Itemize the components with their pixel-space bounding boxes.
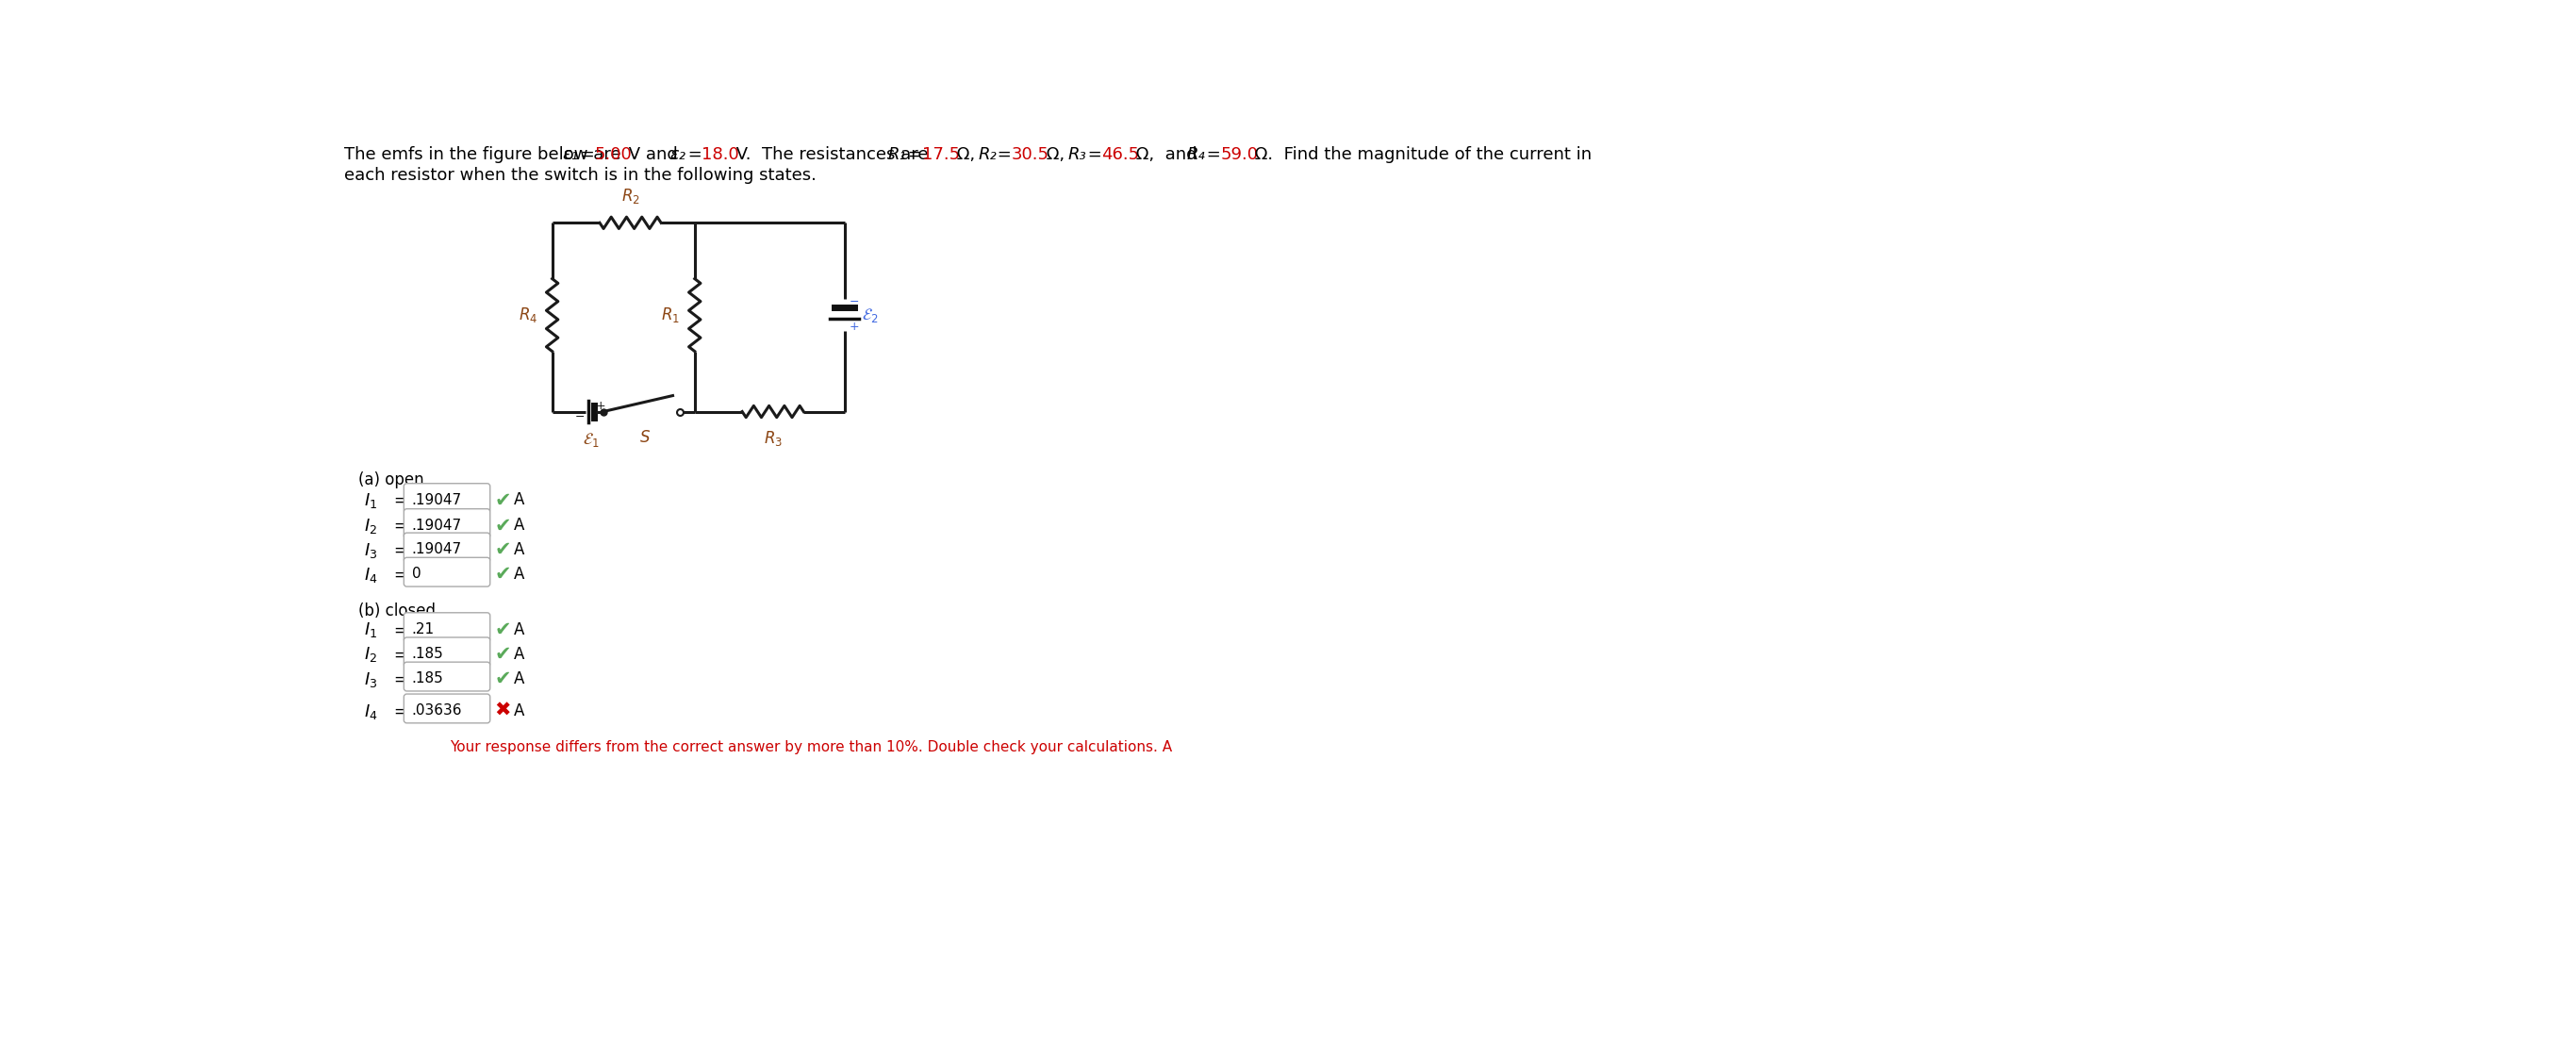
Text: ✖: ✖ [495,701,510,720]
Text: .185: .185 [412,672,443,685]
Text: Ω,  and: Ω, and [1131,147,1203,163]
Text: .185: .185 [412,647,443,661]
Text: +: + [850,320,858,333]
Text: $R_4$: $R_4$ [518,306,538,324]
Text: =: = [394,703,407,720]
Text: A: A [513,492,523,509]
Text: .19047: .19047 [412,519,461,532]
Text: 46.5: 46.5 [1103,147,1139,163]
Text: $I_3$: $I_3$ [363,670,379,688]
Text: $R_2$: $R_2$ [621,186,639,205]
FancyBboxPatch shape [404,557,489,587]
Text: ✔: ✔ [495,670,510,688]
Text: =: = [574,147,600,163]
Text: (b) closed: (b) closed [358,602,435,620]
Text: ✔: ✔ [495,645,510,664]
Text: A: A [513,646,523,662]
Text: $I_4$: $I_4$ [363,566,379,584]
FancyBboxPatch shape [404,662,489,692]
FancyBboxPatch shape [404,638,489,667]
Text: 59.0: 59.0 [1221,147,1257,163]
FancyBboxPatch shape [404,613,489,642]
Text: =: = [683,147,708,163]
Text: $I_1$: $I_1$ [363,621,379,640]
Text: =: = [992,147,1018,163]
Text: −: − [850,295,858,308]
Text: 18.0: 18.0 [701,147,739,163]
Text: $R_3$: $R_3$ [762,430,783,448]
Text: =: = [394,646,407,664]
Text: $\mathcal{E}_1$: $\mathcal{E}_1$ [582,431,600,448]
Text: 17.5: 17.5 [922,147,961,163]
Text: ✔: ✔ [495,620,510,639]
Text: R₄: R₄ [1188,147,1206,163]
FancyBboxPatch shape [404,694,489,723]
FancyBboxPatch shape [404,532,489,562]
Text: =: = [394,567,407,583]
Text: Ω,: Ω, [1041,147,1077,163]
Text: $R_1$: $R_1$ [662,306,680,324]
Text: +: + [595,400,605,412]
Text: .03636: .03636 [412,704,461,718]
Text: Ω,: Ω, [951,147,987,163]
Text: =: = [1200,147,1226,163]
Text: =: = [902,147,927,163]
Text: −: − [574,411,585,423]
Text: .19047: .19047 [412,543,461,556]
Text: (a) open: (a) open [358,472,425,489]
Text: $I_1$: $I_1$ [363,492,379,511]
Text: V.  The resistances are: V. The resistances are [732,147,933,163]
Text: $I_3$: $I_3$ [363,541,379,560]
Text: A: A [513,670,523,687]
FancyBboxPatch shape [404,484,489,513]
Text: =: = [394,671,407,688]
Text: The emfs in the figure below are: The emfs in the figure below are [345,147,626,163]
Text: A: A [513,702,523,720]
Text: $I_4$: $I_4$ [363,702,379,721]
Text: 5.00: 5.00 [595,147,631,163]
Text: =: = [394,542,407,558]
Text: ✔: ✔ [495,491,510,510]
Text: 30.5: 30.5 [1012,147,1048,163]
Text: 0: 0 [412,567,420,581]
Text: Ω.  Find the magnitude of the current in: Ω. Find the magnitude of the current in [1249,147,1592,163]
Text: V and: V and [623,147,683,163]
Text: .19047: .19047 [412,493,461,508]
Text: ε₂: ε₂ [670,147,685,163]
Text: =: = [394,492,407,510]
Text: R₁: R₁ [889,147,907,163]
Text: $\mathcal{E}_2$: $\mathcal{E}_2$ [863,306,878,324]
Text: ✔: ✔ [495,565,510,583]
Text: ✔: ✔ [495,516,510,535]
Text: R₂: R₂ [979,147,997,163]
Text: A: A [513,517,523,535]
Text: =: = [394,622,407,639]
Text: ε₁: ε₁ [562,147,580,163]
Text: A: A [513,541,523,558]
Text: $S$: $S$ [639,430,652,446]
Text: .21: .21 [412,622,435,636]
Text: A: A [513,621,523,638]
Text: A: A [513,566,523,582]
Text: Your response differs from the correct answer by more than 10%. Double check you: Your response differs from the correct a… [451,740,1172,755]
Text: each resistor when the switch is in the following states.: each resistor when the switch is in the … [345,166,817,184]
Text: ✔: ✔ [495,540,510,558]
Text: $I_2$: $I_2$ [363,646,379,665]
Text: $I_2$: $I_2$ [363,517,379,536]
Text: =: = [1082,147,1108,163]
Text: =: = [394,518,407,535]
Text: R₃: R₃ [1066,147,1087,163]
FancyBboxPatch shape [404,509,489,538]
